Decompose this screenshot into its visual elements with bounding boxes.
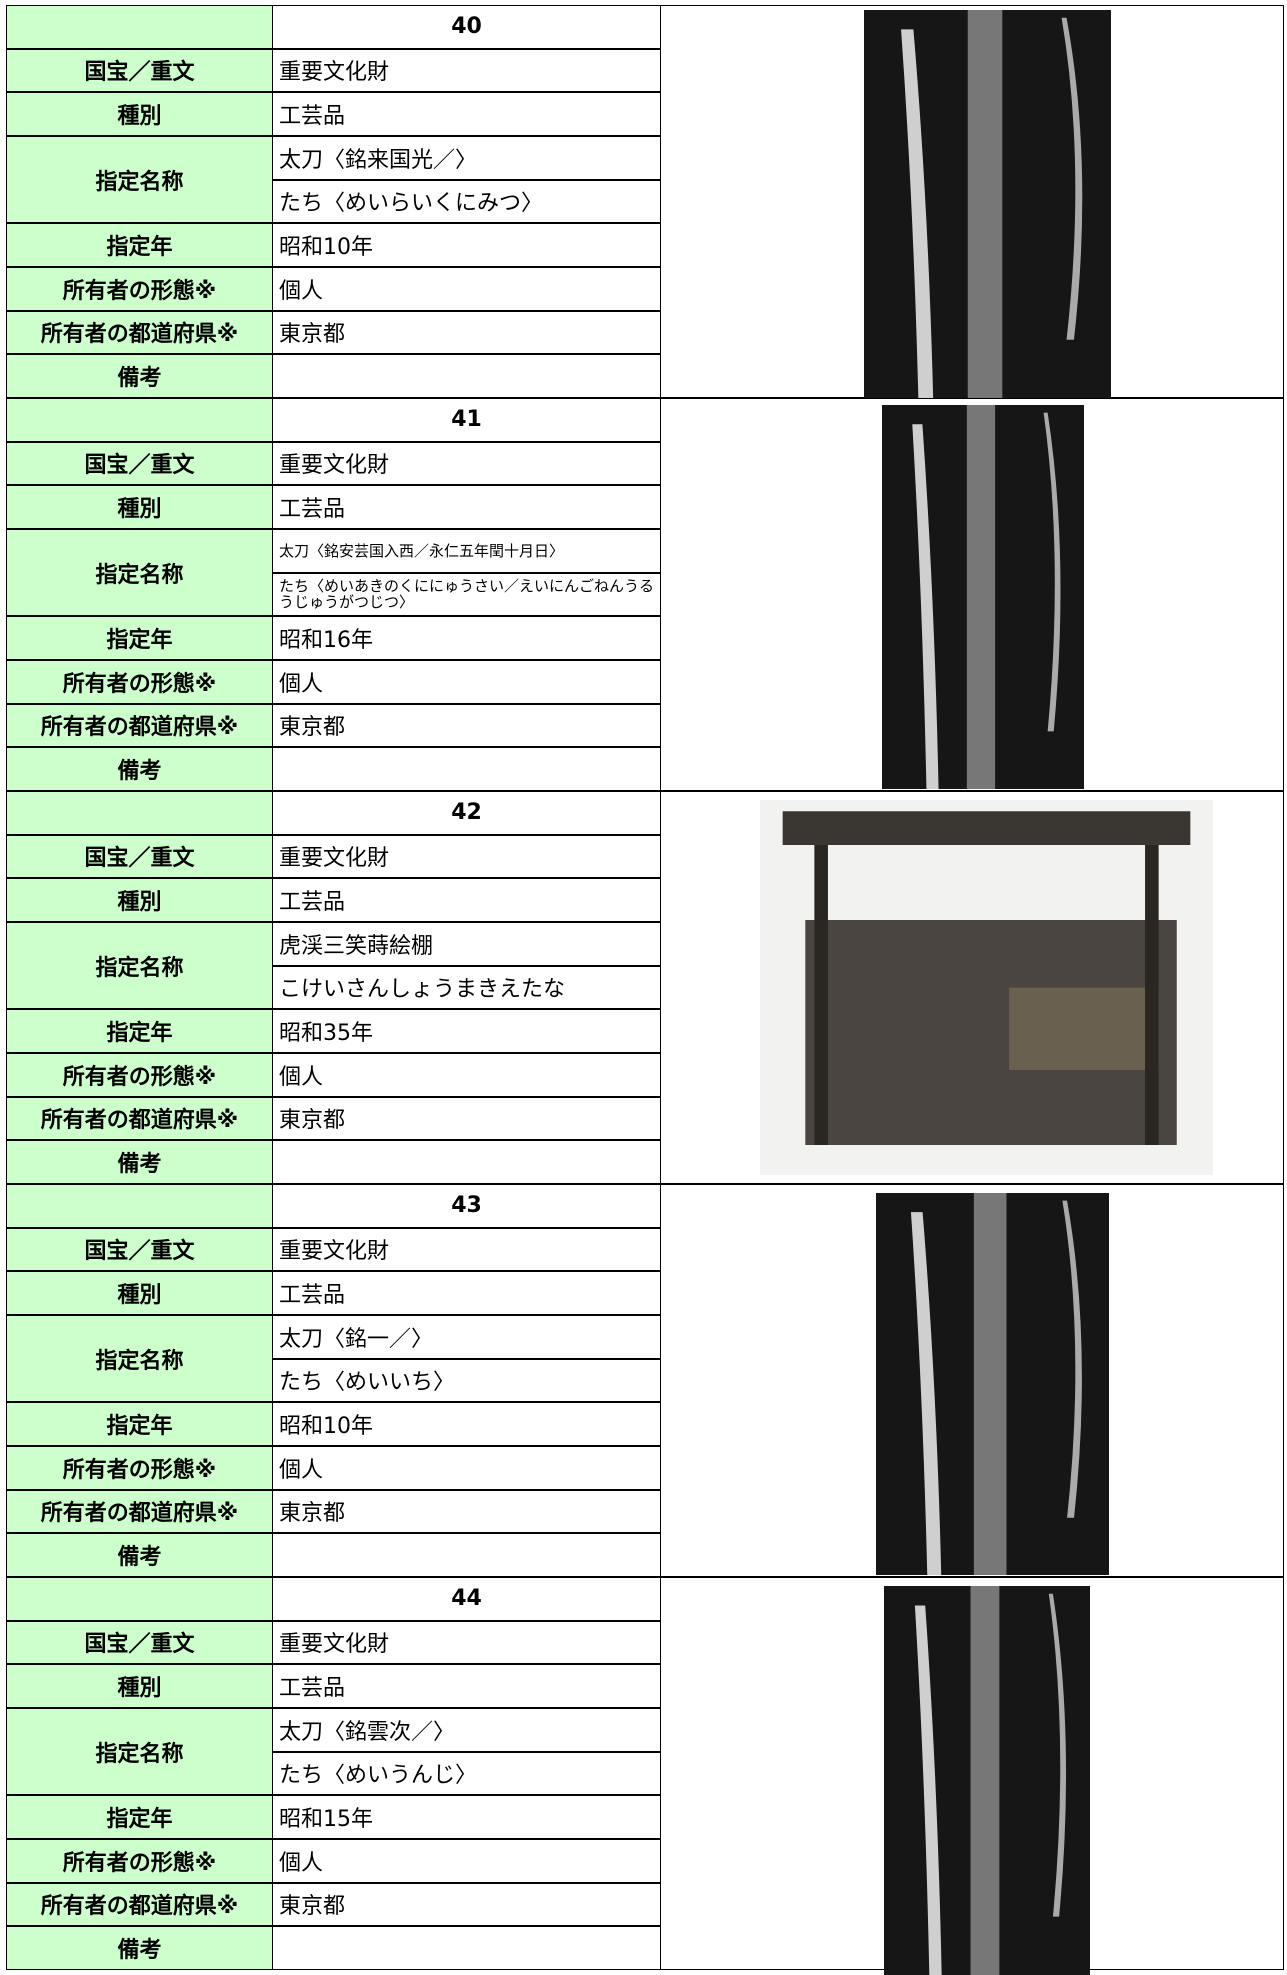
field-label: 指定年 bbox=[6, 1402, 273, 1446]
field-label: 指定年 bbox=[6, 1009, 273, 1053]
field-value: 重要文化財 bbox=[272, 834, 661, 879]
field-value: 昭和16年 bbox=[272, 616, 661, 660]
field-value: 太刀〈銘来国光／〉 bbox=[272, 136, 661, 180]
field-label: 所有者の形態※ bbox=[6, 1053, 273, 1097]
label-cell bbox=[6, 791, 273, 835]
field-label: 指定名称 bbox=[6, 529, 273, 617]
record-number: 43 bbox=[272, 1184, 661, 1228]
photo bbox=[864, 10, 1111, 398]
field-value: 重要文化財 bbox=[272, 441, 661, 486]
field-value: 東京都 bbox=[272, 310, 661, 355]
field-label: 国宝／重文 bbox=[6, 1620, 273, 1665]
field-label: 所有者の形態※ bbox=[6, 660, 273, 704]
field-label: 種別 bbox=[6, 485, 273, 529]
field-label: 種別 bbox=[6, 1664, 273, 1708]
field-label: 種別 bbox=[6, 92, 273, 136]
label-cell bbox=[6, 5, 273, 49]
field-value: 工芸品 bbox=[272, 92, 661, 136]
label-cell bbox=[6, 398, 273, 442]
field-label: 備考 bbox=[6, 1533, 273, 1577]
field-value bbox=[272, 1140, 661, 1184]
field-value: こけいさんしょうまきえたな bbox=[272, 965, 661, 1010]
field-value: 工芸品 bbox=[272, 1271, 661, 1315]
record-number: 41 bbox=[272, 398, 661, 442]
field-value: 重要文化財 bbox=[272, 1227, 661, 1272]
field-value: 個人 bbox=[272, 660, 661, 704]
field-value: 重要文化財 bbox=[272, 1620, 661, 1665]
field-value: 太刀〈銘安芸国入西／永仁五年閏十月日〉 bbox=[272, 529, 661, 573]
field-label: 所有者の都道府県※ bbox=[6, 1882, 273, 1927]
field-value: 東京都 bbox=[272, 703, 661, 748]
field-value: 工芸品 bbox=[272, 1664, 661, 1708]
field-value: たち〈めいらいくにみつ〉 bbox=[272, 179, 661, 224]
field-value: たち〈めいあきのくににゅうさい／えいにんごねんうるうじゅうがつじつ〉 bbox=[272, 572, 661, 617]
field-label: 指定年 bbox=[6, 616, 273, 660]
field-label: 所有者の都道府県※ bbox=[6, 1489, 273, 1534]
field-value bbox=[272, 1533, 661, 1577]
field-value: 個人 bbox=[272, 267, 661, 311]
photo bbox=[760, 800, 1213, 1175]
field-value bbox=[272, 354, 661, 398]
field-label: 備考 bbox=[6, 1926, 273, 1970]
field-value: 工芸品 bbox=[272, 485, 661, 529]
field-value bbox=[272, 747, 661, 791]
photo bbox=[876, 1193, 1109, 1575]
photo bbox=[882, 405, 1084, 789]
field-label: 備考 bbox=[6, 1140, 273, 1184]
record-number: 42 bbox=[272, 791, 661, 835]
field-value: 昭和10年 bbox=[272, 223, 661, 267]
field-label: 指定名称 bbox=[6, 1708, 273, 1796]
field-value: 虎渓三笑蒔絵棚 bbox=[272, 922, 661, 966]
field-label: 種別 bbox=[6, 878, 273, 922]
field-label: 種別 bbox=[6, 1271, 273, 1315]
field-value: たち〈めいうんじ〉 bbox=[272, 1751, 661, 1796]
field-label: 所有者の都道府県※ bbox=[6, 310, 273, 355]
field-label: 国宝／重文 bbox=[6, 1227, 273, 1272]
field-value: 昭和10年 bbox=[272, 1402, 661, 1446]
record-number: 44 bbox=[272, 1577, 661, 1621]
field-value: 太刀〈銘雲次／〉 bbox=[272, 1708, 661, 1752]
field-label: 指定年 bbox=[6, 1795, 273, 1839]
field-label: 所有者の形態※ bbox=[6, 1446, 273, 1490]
field-value: 個人 bbox=[272, 1446, 661, 1490]
field-label: 指定名称 bbox=[6, 136, 273, 224]
field-value bbox=[272, 1926, 661, 1970]
record-number: 40 bbox=[272, 5, 661, 49]
label-cell bbox=[6, 1184, 273, 1228]
field-label: 国宝／重文 bbox=[6, 834, 273, 879]
field-label: 備考 bbox=[6, 354, 273, 398]
field-label: 所有者の形態※ bbox=[6, 267, 273, 311]
field-value: 東京都 bbox=[272, 1882, 661, 1927]
field-value: 昭和15年 bbox=[272, 1795, 661, 1839]
field-label: 指定年 bbox=[6, 223, 273, 267]
field-value: 東京都 bbox=[272, 1096, 661, 1141]
field-label: 指定名称 bbox=[6, 922, 273, 1010]
field-value: 重要文化財 bbox=[272, 48, 661, 93]
field-label: 所有者の形態※ bbox=[6, 1839, 273, 1883]
field-value: 太刀〈銘一／〉 bbox=[272, 1315, 661, 1359]
field-label: 備考 bbox=[6, 747, 273, 791]
field-label: 国宝／重文 bbox=[6, 441, 273, 486]
photo bbox=[884, 1586, 1090, 1975]
field-label: 国宝／重文 bbox=[6, 48, 273, 93]
field-label: 所有者の都道府県※ bbox=[6, 703, 273, 748]
label-cell bbox=[6, 1577, 273, 1621]
field-value: 昭和35年 bbox=[272, 1009, 661, 1053]
field-label: 所有者の都道府県※ bbox=[6, 1096, 273, 1141]
field-value: 東京都 bbox=[272, 1489, 661, 1534]
field-value: たち〈めいいち〉 bbox=[272, 1358, 661, 1403]
field-value: 個人 bbox=[272, 1839, 661, 1883]
field-value: 工芸品 bbox=[272, 878, 661, 922]
field-label: 指定名称 bbox=[6, 1315, 273, 1403]
field-value: 個人 bbox=[272, 1053, 661, 1097]
